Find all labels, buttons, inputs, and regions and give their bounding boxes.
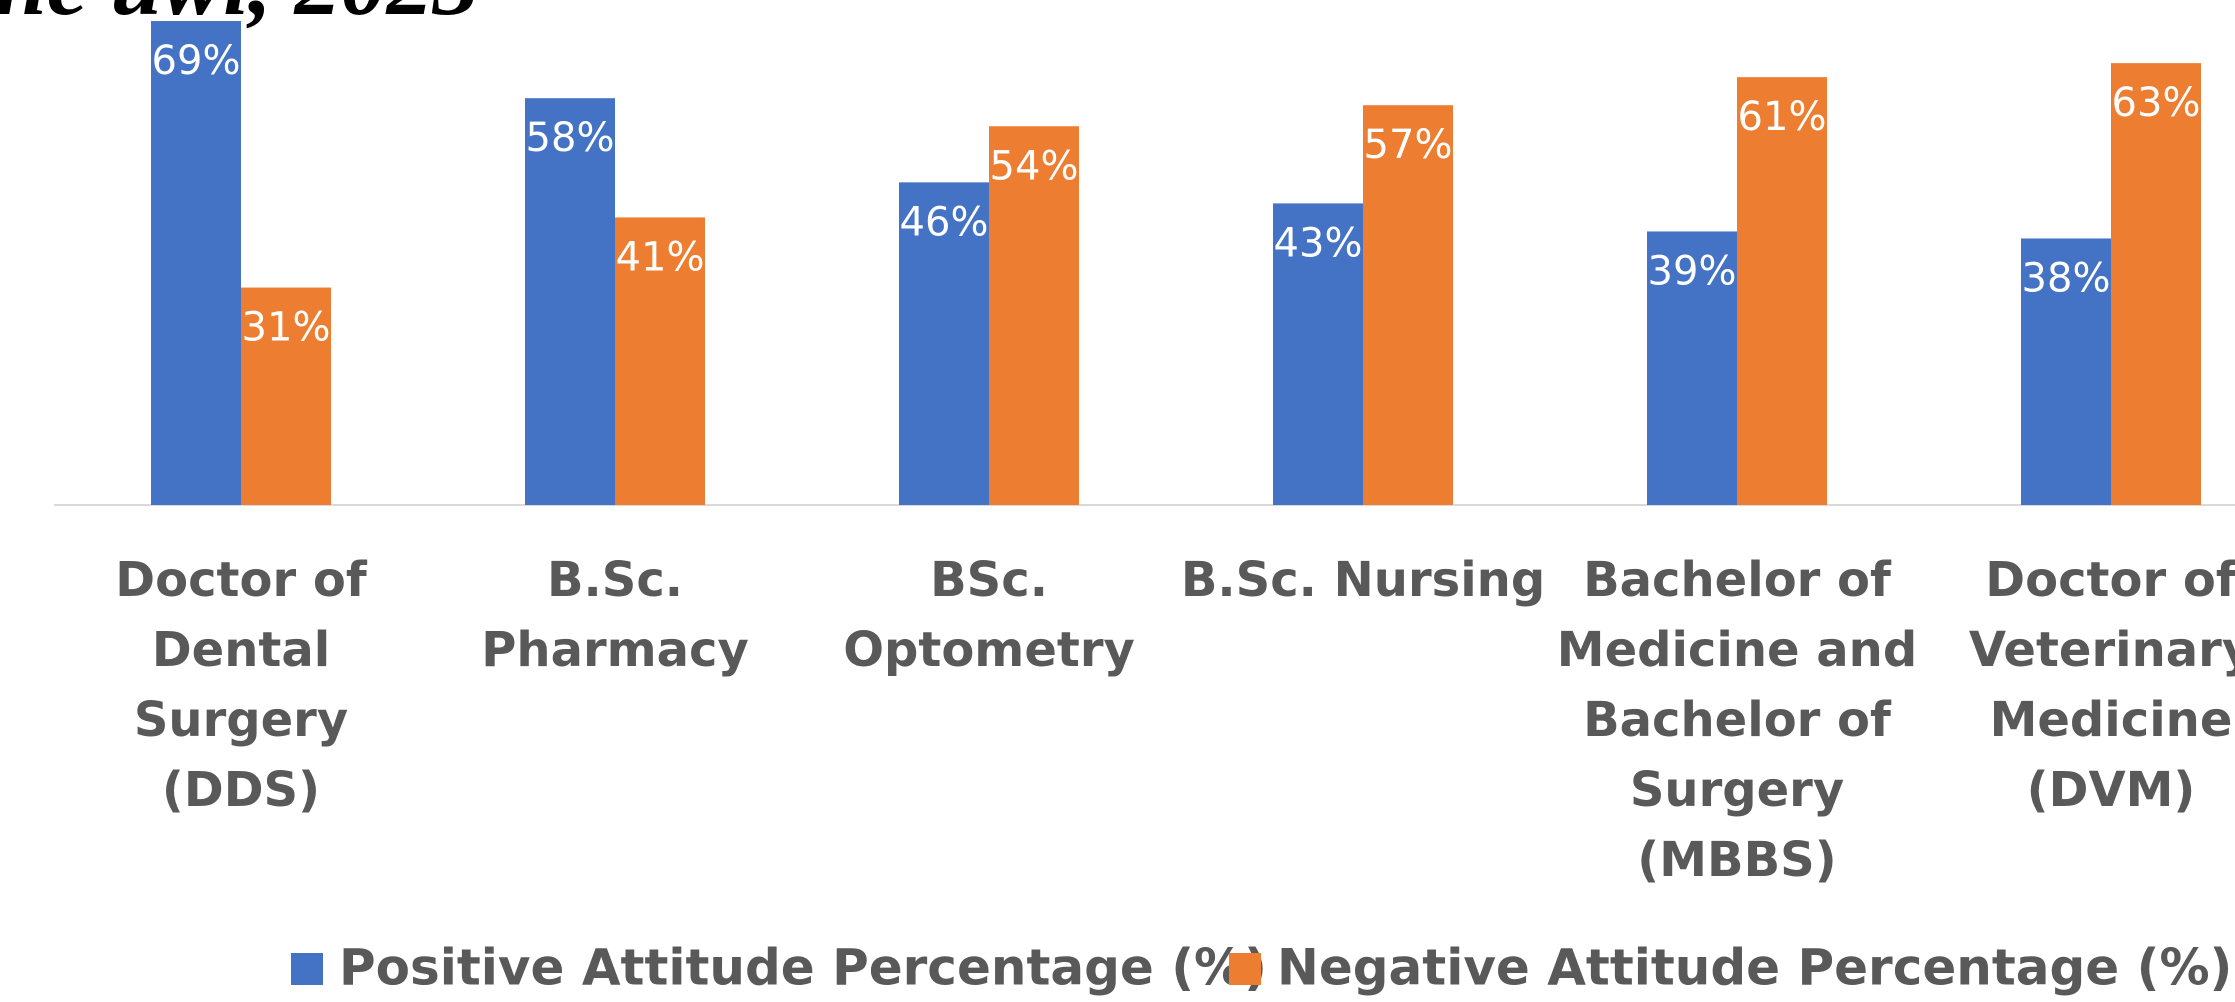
data-label: 46% <box>900 199 989 245</box>
bar <box>151 21 241 506</box>
data-label: 61% <box>1738 94 1827 140</box>
bar <box>899 182 989 505</box>
x-tick-label: Bachelor of Medicine and Bachelor of Sur… <box>1556 552 1918 888</box>
x-tick-label: B.Sc. Pharmacy <box>481 552 749 678</box>
data-label: 54% <box>990 143 1079 189</box>
bar <box>241 287 331 505</box>
data-label: 43% <box>1274 220 1363 266</box>
data-label: 69% <box>152 38 241 84</box>
bar <box>2021 238 2111 505</box>
data-label: 58% <box>526 115 615 161</box>
data-label: 38% <box>2022 255 2111 301</box>
bar <box>1737 77 1827 506</box>
bar <box>1363 105 1453 505</box>
data-label: 41% <box>616 234 705 280</box>
legend-label: Positive Attitude Percentage (%) <box>339 939 1267 997</box>
data-label: 31% <box>242 305 331 351</box>
data-label: 57% <box>1364 122 1453 168</box>
data-label: 39% <box>1648 248 1737 294</box>
x-tick-label: Doctor of Dental Surgery (DDS) <box>115 552 367 818</box>
x-tick-label: BSc. Optometry <box>843 552 1135 678</box>
bar <box>1647 231 1737 506</box>
bar <box>2111 63 2201 505</box>
x-tick-label: B.Sc. Nursing <box>1180 552 1546 608</box>
x-tick-label: Doctor of Veterinary Medicine (DVM) <box>1968 552 2235 818</box>
bar <box>615 217 705 506</box>
legend-label: Negative Attitude Percentage (%) <box>1277 939 2232 997</box>
bar <box>525 98 615 505</box>
data-label: 63% <box>2112 80 2201 126</box>
bar <box>989 126 1079 505</box>
legend-swatch <box>291 953 323 985</box>
legend-swatch <box>1229 953 1261 985</box>
bar <box>1273 203 1363 505</box>
